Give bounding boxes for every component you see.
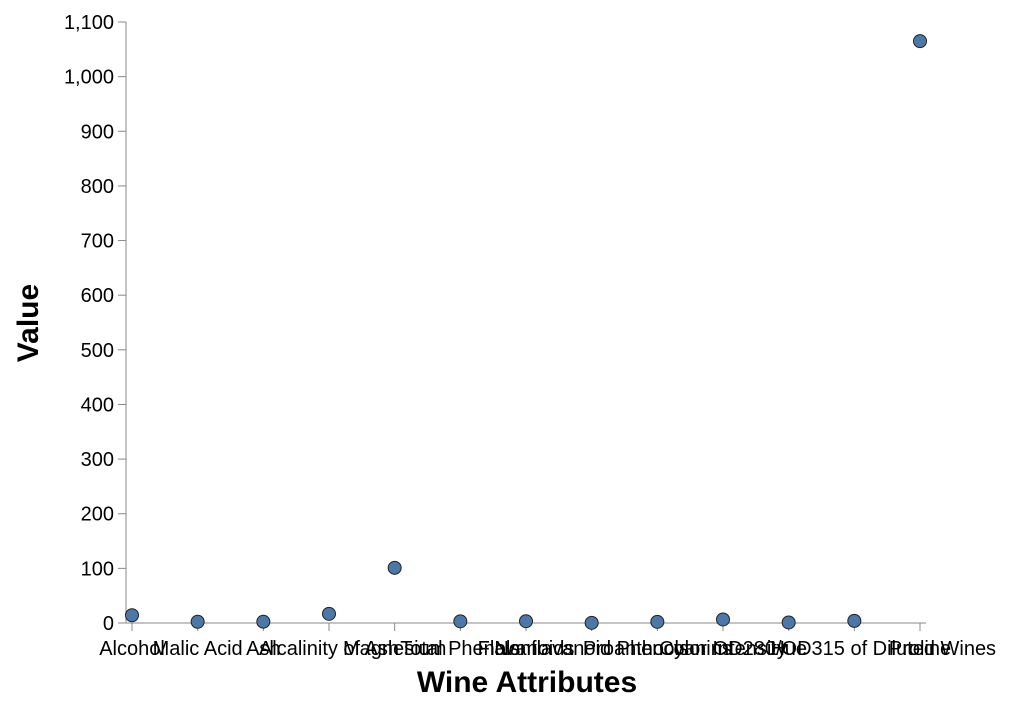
y-tick-label: 600 xyxy=(81,285,114,307)
y-tick-label: 400 xyxy=(81,394,114,416)
x-axis-title: Wine Attributes xyxy=(417,666,637,699)
y-tick-label: 700 xyxy=(81,231,114,253)
x-tick-label: Magnesium xyxy=(343,638,446,660)
x-tick-label: Ash xyxy=(246,638,280,660)
data-point[interactable] xyxy=(913,34,927,49)
data-point[interactable] xyxy=(519,614,533,629)
y-tick-label: 1,100 xyxy=(64,12,114,34)
data-point[interactable] xyxy=(781,615,796,630)
x-tick-label: Alcalinity of Ash xyxy=(259,638,399,660)
x-tick-label: Proline xyxy=(889,638,951,660)
data-point[interactable] xyxy=(847,613,862,628)
x-tick-label: Malic Acid xyxy=(153,638,243,660)
x-tick-label: OD280/OD315 of Diluted Wines xyxy=(713,638,996,660)
y-axis-title: Value xyxy=(12,284,45,362)
data-point[interactable] xyxy=(322,606,336,621)
data-point[interactable] xyxy=(387,560,402,575)
y-tick-label: 300 xyxy=(81,449,114,471)
data-point[interactable] xyxy=(125,608,139,623)
data-point[interactable] xyxy=(716,612,730,627)
y-tick-label: 1,000 xyxy=(64,67,114,89)
y-tick-label: 0 xyxy=(103,613,114,635)
y-tick-label: 200 xyxy=(81,504,114,526)
y-axis: 0 100 200 300 400 500 600 700 800 900 1,000 1,100 xyxy=(64,12,127,635)
y-tick-label: 800 xyxy=(81,176,114,198)
x-tick-label: Total Phenols xyxy=(400,638,520,660)
data-point[interactable] xyxy=(650,614,665,629)
data-point[interactable] xyxy=(453,614,468,629)
data-point[interactable] xyxy=(256,614,271,629)
x-tick-label: Flavanoids xyxy=(478,638,575,660)
x-tick-label: Nonflavanoid Phenols xyxy=(494,638,689,660)
x-tick-label: Alcohol xyxy=(99,638,165,660)
x-tick-label: Hue xyxy=(770,638,807,660)
y-tick-label: 500 xyxy=(81,340,114,362)
data-point[interactable] xyxy=(190,614,205,629)
y-tick-label: 900 xyxy=(81,121,114,143)
x-tick-label: Color Intensity xyxy=(659,638,787,660)
x-tick-label: Proanthocyanins xyxy=(583,638,732,660)
data-point[interactable] xyxy=(584,615,599,630)
data-points xyxy=(125,34,927,630)
y-tick-label: 100 xyxy=(81,558,114,580)
